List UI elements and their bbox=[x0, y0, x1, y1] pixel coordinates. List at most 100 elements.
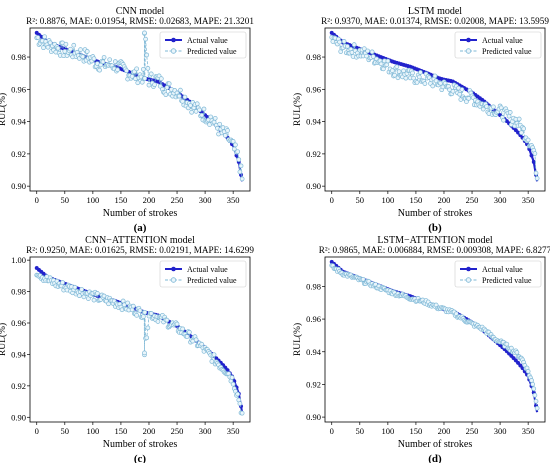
y-tick-label: 0.98 bbox=[11, 287, 26, 297]
plot-area bbox=[34, 265, 245, 416]
panel-label: (a) bbox=[134, 222, 147, 234]
predicted-point bbox=[97, 67, 102, 73]
actual-point bbox=[516, 360, 521, 365]
predicted-point bbox=[233, 142, 238, 148]
predicted-point bbox=[532, 392, 538, 398]
actual-point bbox=[513, 358, 518, 363]
y-tick-label: 0.94 bbox=[11, 349, 27, 359]
predicted-point bbox=[146, 82, 152, 88]
legend-actual-marker bbox=[466, 266, 471, 272]
plot-area bbox=[34, 30, 245, 182]
x-tick-label: 0 bbox=[330, 426, 334, 436]
predicted-point bbox=[79, 287, 84, 292]
chart-title: LSTM model bbox=[408, 6, 462, 17]
x-tick-label: 350 bbox=[522, 426, 535, 436]
predicted-point bbox=[194, 101, 200, 107]
predicted-point bbox=[365, 48, 371, 54]
predicted-point bbox=[141, 314, 146, 319]
predicted-point bbox=[91, 56, 97, 62]
predicted-point bbox=[35, 35, 41, 40]
x-tick-label: 50 bbox=[61, 195, 70, 205]
predicted-point bbox=[188, 103, 193, 108]
predicted-point bbox=[235, 149, 241, 155]
predicted-point bbox=[525, 137, 531, 143]
x-tick-label: 50 bbox=[61, 426, 70, 436]
predicted-point bbox=[378, 61, 384, 67]
predicted-point bbox=[157, 83, 163, 89]
predicted-point bbox=[208, 114, 214, 120]
predicted-point bbox=[176, 93, 182, 99]
y-tick-label: 0.98 bbox=[306, 52, 321, 62]
y-tick-label: 0.96 bbox=[306, 84, 321, 94]
plot-frame bbox=[29, 27, 251, 192]
predicted-point bbox=[107, 57, 113, 63]
y-tick-label: 0.92 bbox=[11, 149, 26, 159]
legend: Actual value Predicted value bbox=[454, 260, 542, 288]
predicted-point bbox=[94, 291, 100, 296]
predicted-point bbox=[106, 301, 111, 307]
x-tick-label: 50 bbox=[356, 426, 365, 436]
legend-actual-label: Actual value bbox=[187, 36, 228, 45]
y-tick-label: 0.94 bbox=[306, 347, 322, 357]
actual-point bbox=[518, 363, 523, 368]
y-tick-label: 0.92 bbox=[11, 381, 26, 391]
panel-label: (c) bbox=[134, 453, 147, 463]
predicted-point bbox=[422, 81, 428, 86]
x-tick-label: 250 bbox=[466, 426, 479, 436]
predicted-point bbox=[519, 130, 524, 136]
predicted-point bbox=[211, 352, 217, 358]
predicted-point bbox=[394, 64, 400, 70]
predicted-point bbox=[71, 42, 77, 48]
plot-area bbox=[329, 30, 540, 182]
predicted-point bbox=[182, 94, 188, 100]
predicted-point bbox=[392, 72, 397, 78]
predicted-point bbox=[197, 107, 202, 113]
predicted-point bbox=[381, 66, 386, 72]
x-tick-label: 0 bbox=[35, 426, 39, 436]
predicted-point bbox=[142, 30, 147, 36]
y-tick-label: 0.90 bbox=[306, 181, 321, 191]
predicted-point bbox=[341, 39, 347, 44]
legend: Actual value Predicted value bbox=[454, 31, 542, 59]
y-axis-label: RUL(%) bbox=[0, 93, 8, 126]
x-tick-label: 100 bbox=[86, 426, 99, 436]
predicted-point bbox=[60, 280, 65, 285]
predicted-point bbox=[155, 319, 161, 324]
plot-frame bbox=[324, 27, 546, 192]
legend-predicted-marker bbox=[465, 48, 472, 54]
predicted-point bbox=[45, 44, 51, 50]
predicted-point bbox=[189, 109, 194, 115]
x-tick-label: 250 bbox=[171, 195, 184, 205]
predicted-point bbox=[525, 369, 531, 374]
predicted-point bbox=[134, 312, 139, 318]
predicted-point bbox=[370, 54, 376, 59]
x-axis-label: Number of strokes bbox=[398, 208, 473, 219]
y-tick-label: 0.96 bbox=[11, 84, 26, 94]
y-axis-label: RUL(%) bbox=[292, 93, 303, 126]
legend: Actual value Predicted value bbox=[159, 31, 247, 59]
y-tick-label: 0.90 bbox=[306, 412, 321, 422]
predicted-point bbox=[193, 337, 199, 343]
predicted-point bbox=[164, 317, 170, 323]
predicted-point bbox=[63, 41, 69, 47]
predicted-point bbox=[459, 87, 465, 92]
predicted-point bbox=[101, 55, 107, 60]
predicted-point bbox=[432, 73, 438, 79]
plot-area bbox=[329, 259, 540, 413]
legend-predicted-marker bbox=[465, 277, 472, 283]
x-tick-label: 200 bbox=[143, 195, 156, 205]
predicted-point bbox=[534, 405, 540, 411]
predicted-point bbox=[47, 40, 53, 46]
chart-subtitle: R²: 0.9370, MAE: 0.01374, RMSE: 0.02008,… bbox=[321, 16, 549, 26]
predicted-point bbox=[507, 110, 513, 115]
x-tick-label: 100 bbox=[381, 426, 394, 436]
predicted-point bbox=[389, 68, 395, 73]
predicted-point bbox=[369, 49, 375, 55]
predicted-point bbox=[152, 82, 157, 88]
predicted-point bbox=[164, 85, 170, 90]
y-tick-label: 0.90 bbox=[11, 181, 26, 191]
x-tick-label: 0 bbox=[330, 195, 334, 205]
x-tick-label: 100 bbox=[86, 195, 99, 205]
